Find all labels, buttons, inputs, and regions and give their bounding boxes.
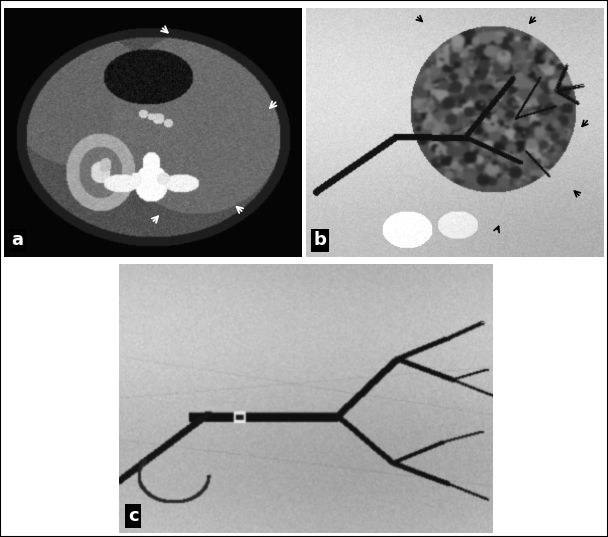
Text: b: b (314, 231, 326, 249)
Text: a: a (12, 231, 24, 249)
Text: c: c (128, 507, 139, 525)
